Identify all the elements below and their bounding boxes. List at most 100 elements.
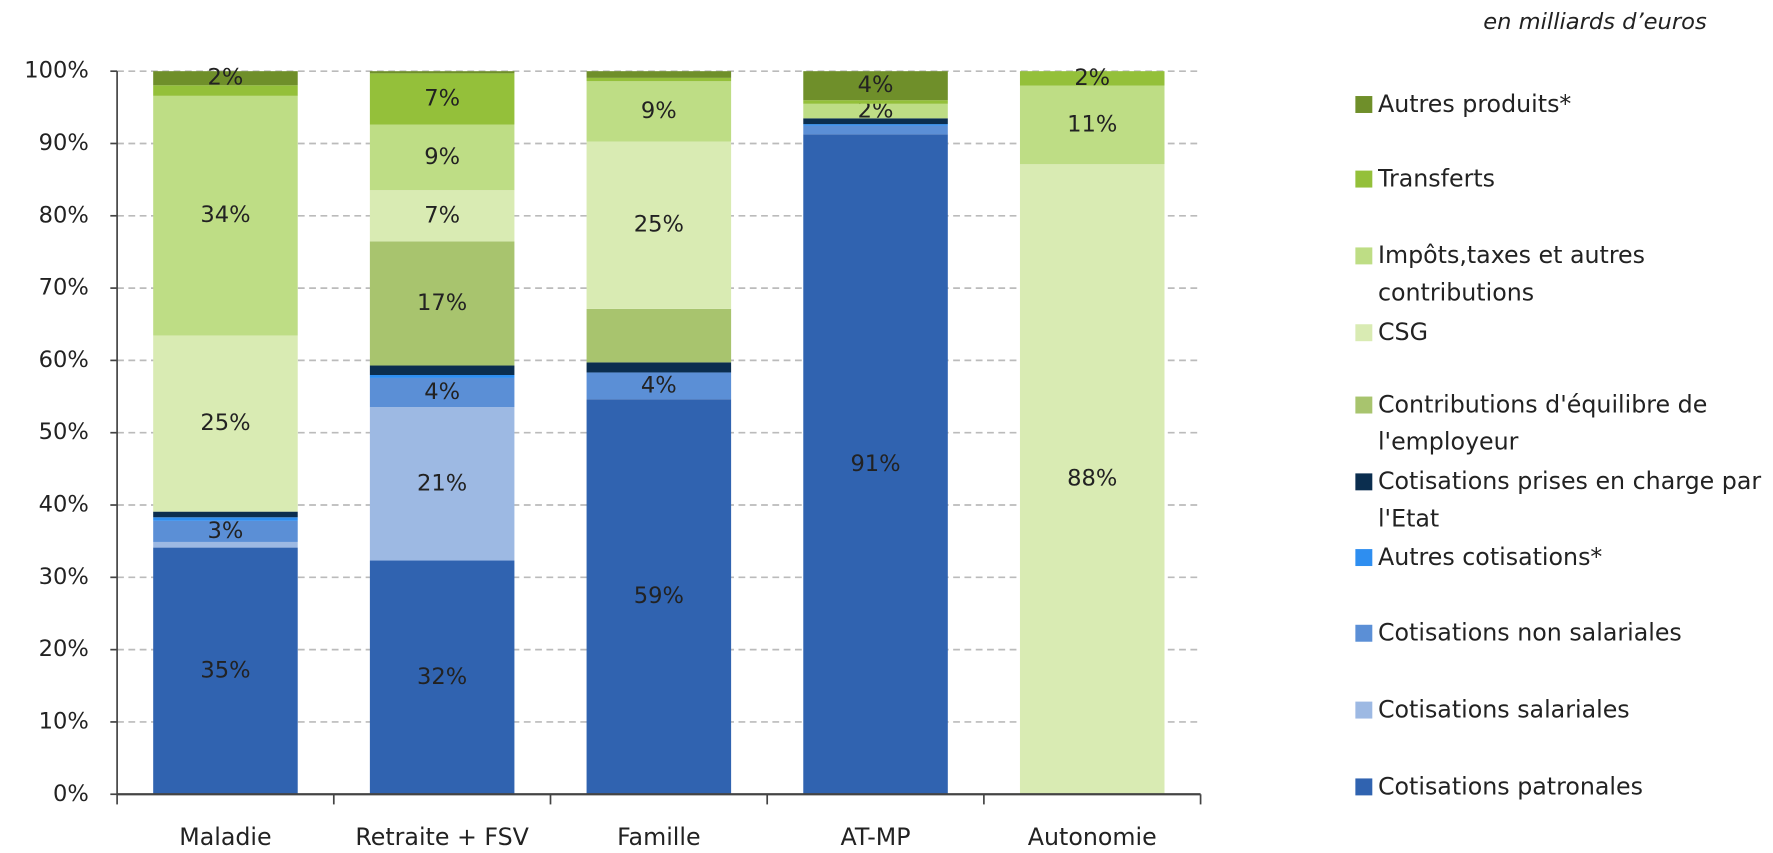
legend-entry: Autres produits* (1377, 90, 1572, 118)
legend-label: Cotisations prises en charge par l'Etat (1377, 467, 1762, 533)
bar-segment (803, 100, 948, 104)
legend-label: Transferts (1377, 164, 1496, 193)
legend-swatch (1355, 324, 1373, 342)
data-label: 17% (417, 290, 467, 316)
bar-segment (153, 85, 298, 96)
legend-label: Contributions d'équilibre de l'employeur (1377, 390, 1708, 456)
data-label: 7% (424, 202, 460, 228)
bar-segment (153, 511, 298, 518)
legend-swatch (1355, 473, 1373, 491)
bar-segment (586, 372, 732, 400)
bar-segment (1019, 85, 1165, 165)
data-label: 9% (641, 98, 677, 124)
bar-segment (369, 71, 515, 74)
legend-swatch (1355, 701, 1373, 719)
legend-entry: Transferts (1377, 164, 1496, 193)
y-tick-label: 0% (53, 781, 89, 807)
y-tick-label: 70% (39, 275, 89, 301)
legend-entry: Contributions d'équilibre de l'employeur (1377, 390, 1708, 456)
bar-segment (369, 560, 515, 795)
bar-segment (586, 71, 732, 78)
legend-label: Impôts,taxes et autres contributions (1377, 241, 1646, 307)
bar-segment (369, 407, 515, 561)
y-tick-label: 10% (39, 708, 89, 734)
legend-swatch (1355, 624, 1373, 642)
legend-entry: Cotisations non salariales (1377, 619, 1682, 647)
bar-segment (369, 190, 515, 242)
bar-segment (153, 520, 298, 542)
data-label: 21% (417, 470, 467, 496)
bar-segment (369, 73, 515, 125)
x-tick-label: Autonomie (1028, 823, 1157, 851)
bar-segment (153, 71, 298, 86)
y-tick-label: 100% (24, 58, 89, 84)
bar-segment (153, 95, 298, 336)
legend-label: Cotisations salariales (1377, 695, 1630, 724)
data-label: 34% (200, 202, 250, 228)
bar-segment (369, 375, 515, 378)
y-tick-label: 80% (39, 202, 89, 228)
legend-swatch (1355, 247, 1373, 265)
data-label: 2% (208, 65, 244, 91)
data-label: 91% (850, 451, 900, 477)
y-tick-label: 30% (39, 564, 89, 590)
data-label: 9% (424, 144, 460, 170)
y-tick-label: 90% (39, 130, 89, 156)
legend-entry: Cotisations salariales (1377, 695, 1630, 724)
y-tick-label: 50% (39, 419, 89, 445)
bar-segment (803, 118, 948, 125)
data-label: 4% (424, 379, 460, 405)
legend-entry: Cotisations prises en charge par l'Etat (1377, 467, 1762, 533)
bar-segment (586, 308, 732, 363)
data-label: 4% (641, 372, 677, 398)
data-label: 25% (200, 410, 250, 436)
bar-segment (153, 517, 298, 521)
bar-segment (586, 362, 732, 373)
legend-swatch (1355, 396, 1373, 414)
y-tick-label: 60% (39, 347, 89, 373)
x-tick-label: Maladie (179, 823, 271, 851)
bar-segment (586, 77, 732, 82)
data-label: 25% (634, 212, 684, 238)
bar-segment (369, 377, 515, 408)
data-label: 2% (1074, 65, 1110, 91)
bar-segment (1019, 164, 1165, 795)
bar-segment (1019, 71, 1165, 86)
legend-entry: Autres cotisations* (1377, 543, 1603, 571)
x-tick-label: Retraite + FSV (355, 823, 529, 851)
y-tick-label: 40% (39, 492, 89, 518)
legend-swatch (1355, 170, 1373, 188)
data-label: 4% (858, 72, 894, 98)
bar-segment (153, 547, 298, 795)
x-tick-label: AT-MP (841, 823, 911, 851)
bar-segment (369, 241, 515, 366)
bar-segment (803, 134, 948, 795)
x-tick-label: Famille (617, 823, 700, 851)
bar-segment (803, 103, 948, 119)
legend-entry: Cotisations patronales (1377, 772, 1643, 800)
legend-entry: CSG (1377, 318, 1428, 346)
legend-label: Autres cotisations* (1377, 543, 1603, 571)
data-label: 35% (200, 657, 250, 683)
subtitle: en milliards d’euros (1483, 9, 1707, 35)
legend-label: Cotisations non salariales (1377, 619, 1682, 647)
legend-label: Autres produits* (1377, 90, 1572, 118)
data-label: 32% (417, 664, 467, 690)
legend-swatch (1355, 549, 1373, 567)
legend-entry: Impôts,taxes et autres contributions (1377, 241, 1646, 307)
legend-swatch (1355, 96, 1373, 113)
bar-segment (153, 541, 298, 548)
legend-label: Cotisations patronales (1377, 772, 1643, 800)
legend-label: CSG (1377, 318, 1428, 346)
bar-segment (586, 141, 732, 309)
bar-segment (153, 335, 298, 512)
legend-swatch (1355, 778, 1373, 796)
bar-segment (803, 71, 948, 101)
bar-segment (369, 365, 515, 376)
bar-segment (369, 124, 515, 191)
bar-segment (586, 399, 732, 795)
data-label: 7% (424, 85, 460, 111)
bar-segment (586, 81, 732, 142)
data-label: 11% (1067, 111, 1117, 137)
